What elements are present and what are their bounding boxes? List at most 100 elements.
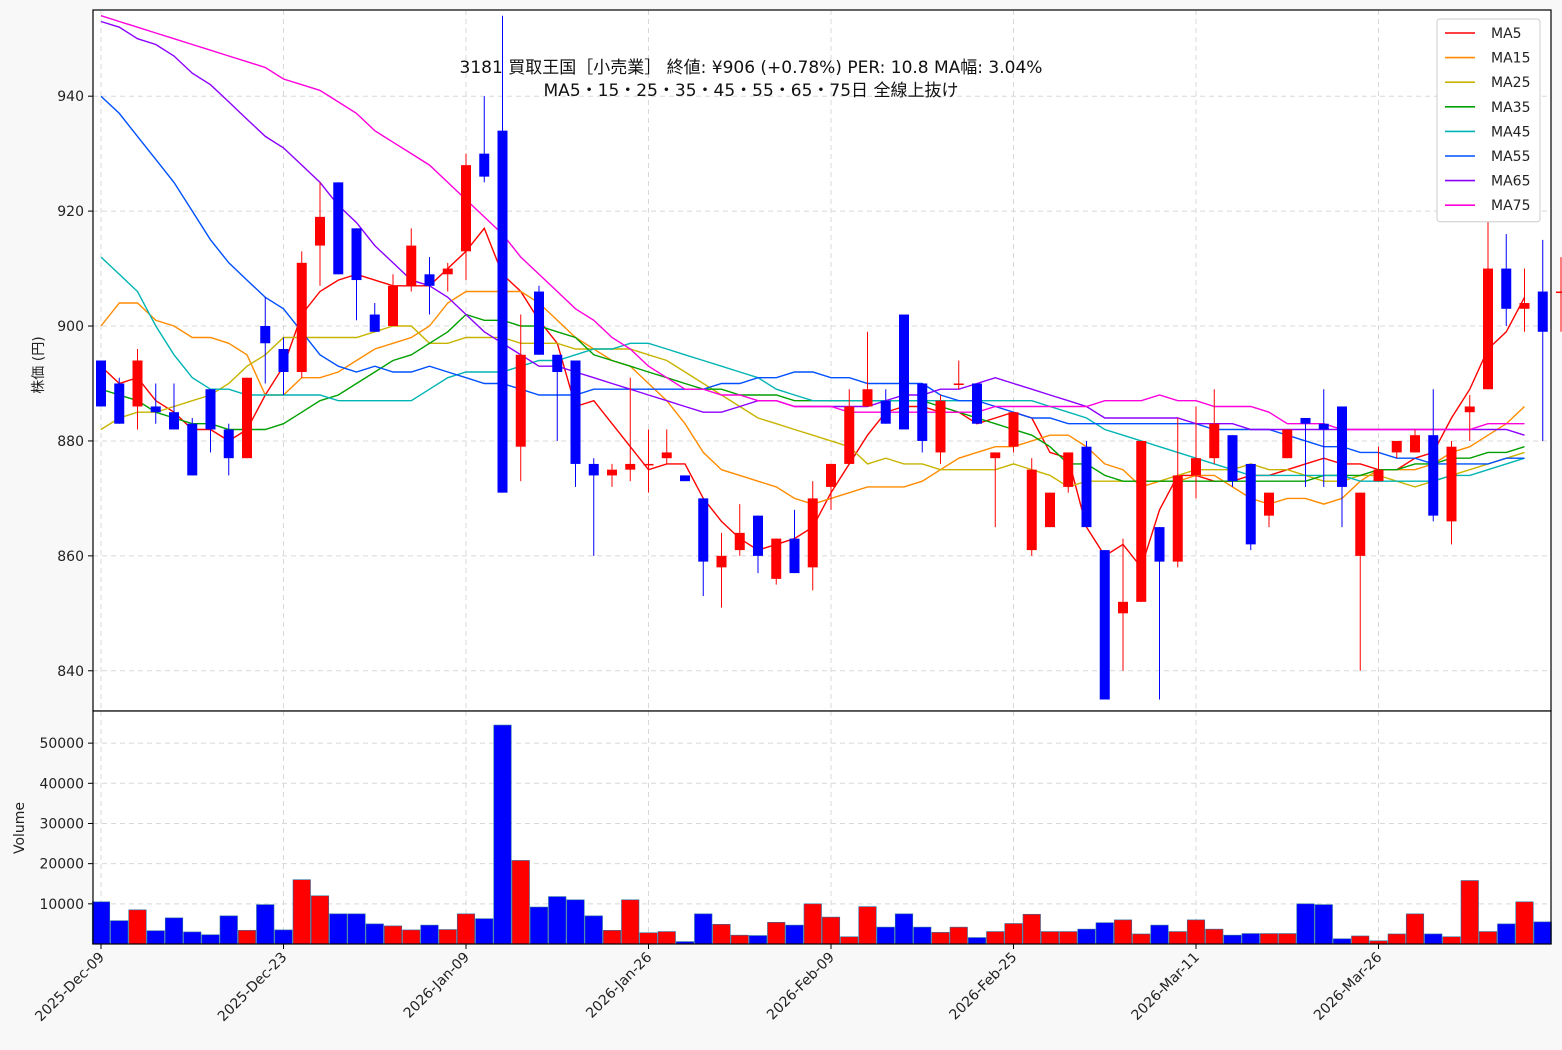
candle: [1464, 394, 1475, 441]
price-tick-label: 900: [57, 319, 84, 335]
candle: [1501, 234, 1512, 327]
candle: [1191, 406, 1201, 499]
candle-body: [643, 463, 654, 466]
price-tick-label: 860: [57, 549, 84, 565]
candle: [150, 383, 161, 424]
volume-bar: [1168, 931, 1187, 945]
volume-bar: [1022, 913, 1041, 945]
candle: [242, 377, 252, 459]
volume-bar: [274, 929, 293, 945]
candle-body: [388, 285, 398, 327]
volume-bar: [1205, 928, 1224, 945]
candle: [1428, 389, 1439, 522]
volume-bar: [256, 904, 275, 945]
volume-tick-label: 10000: [39, 897, 84, 913]
candle: [625, 377, 636, 482]
candle-body: [479, 153, 490, 177]
volume-panel: 10000 20000 30000 40000 50000 Volume: [12, 710, 1552, 945]
volume-bar: [1497, 923, 1516, 945]
volume-bar: [803, 903, 822, 945]
candle: [661, 429, 672, 464]
volume-bar: [639, 932, 658, 945]
volume-bar: [1040, 931, 1060, 945]
candle-body: [1391, 440, 1402, 453]
candle: [1008, 412, 1019, 453]
candle-body: [1136, 440, 1147, 602]
candle-body: [789, 538, 800, 574]
candle: [607, 463, 617, 487]
candle: [1446, 440, 1457, 545]
volume-bar: [110, 920, 129, 945]
volume-bar: [438, 929, 457, 945]
candle-body: [1282, 429, 1293, 459]
candle: [643, 429, 654, 493]
volume-bar: [967, 937, 987, 945]
candle: [1337, 406, 1347, 528]
candle: [1154, 527, 1165, 700]
volume-bar: [511, 860, 530, 945]
volume-bar: [913, 926, 932, 945]
candle-body: [990, 452, 1001, 459]
candle-body: [753, 515, 763, 556]
candle: [169, 383, 179, 430]
candle: [132, 349, 143, 430]
volume-tick-label: 20000: [39, 857, 84, 873]
volume-bar: [493, 724, 512, 945]
volume-bar: [329, 913, 348, 945]
candle: [1264, 492, 1274, 528]
candle: [333, 182, 344, 275]
candle: [570, 360, 581, 487]
volume-bars: [91, 724, 1552, 945]
candle: [680, 475, 690, 482]
candlesticks: [96, 15, 1562, 700]
volume-tick-label: 30000: [39, 816, 84, 832]
candle: [1519, 268, 1530, 332]
candle: [1026, 458, 1037, 556]
candle: [1045, 492, 1055, 528]
volume-y-ticks: 10000 20000 30000 40000 50000: [39, 736, 93, 913]
candle-body: [826, 463, 836, 487]
candle-body: [935, 400, 946, 453]
volume-bar: [1387, 933, 1406, 945]
candle-body: [862, 389, 873, 407]
candle-body: [1483, 268, 1493, 390]
volume-bar: [621, 899, 640, 945]
candle: [880, 389, 891, 424]
volume-bar: [584, 915, 603, 945]
volume-tick-label: 50000: [39, 736, 84, 752]
candle-body: [534, 291, 544, 355]
volume-bar: [566, 899, 585, 945]
volume-bar: [931, 932, 950, 945]
ma-line-ma75: [100, 15, 1525, 431]
candle: [935, 394, 946, 464]
candle-body: [917, 383, 928, 441]
price-tick-label: 880: [57, 434, 84, 450]
candle: [461, 153, 471, 281]
volume-bar: [1424, 933, 1443, 945]
volume-bar: [821, 916, 841, 945]
volume-bar: [694, 913, 713, 945]
candle: [1099, 550, 1110, 700]
candle: [315, 182, 325, 286]
candle: [789, 509, 800, 574]
volume-bar: [1351, 935, 1370, 945]
candle: [1209, 389, 1220, 464]
volume-bar: [1095, 922, 1114, 945]
candle: [424, 257, 435, 315]
ma-line-ma5: [100, 226, 1526, 569]
volume-bar: [91, 901, 111, 945]
candle: [753, 515, 763, 574]
volume-bar: [730, 934, 749, 945]
price-tick-label: 920: [57, 204, 84, 220]
candle-body: [1464, 406, 1475, 413]
legend: MA5 MA15 MA25 MA35 MA45 MA55 MA65 MA75: [1436, 18, 1541, 223]
candle: [497, 15, 508, 493]
candle: [96, 360, 106, 407]
volume-bar: [602, 930, 622, 945]
legend-label: MA5: [1491, 26, 1522, 42]
candle-body: [132, 360, 143, 407]
candle-body: [1081, 446, 1092, 528]
candle-body: [771, 538, 782, 579]
candle-body: [187, 423, 198, 476]
candle-body: [461, 165, 471, 252]
